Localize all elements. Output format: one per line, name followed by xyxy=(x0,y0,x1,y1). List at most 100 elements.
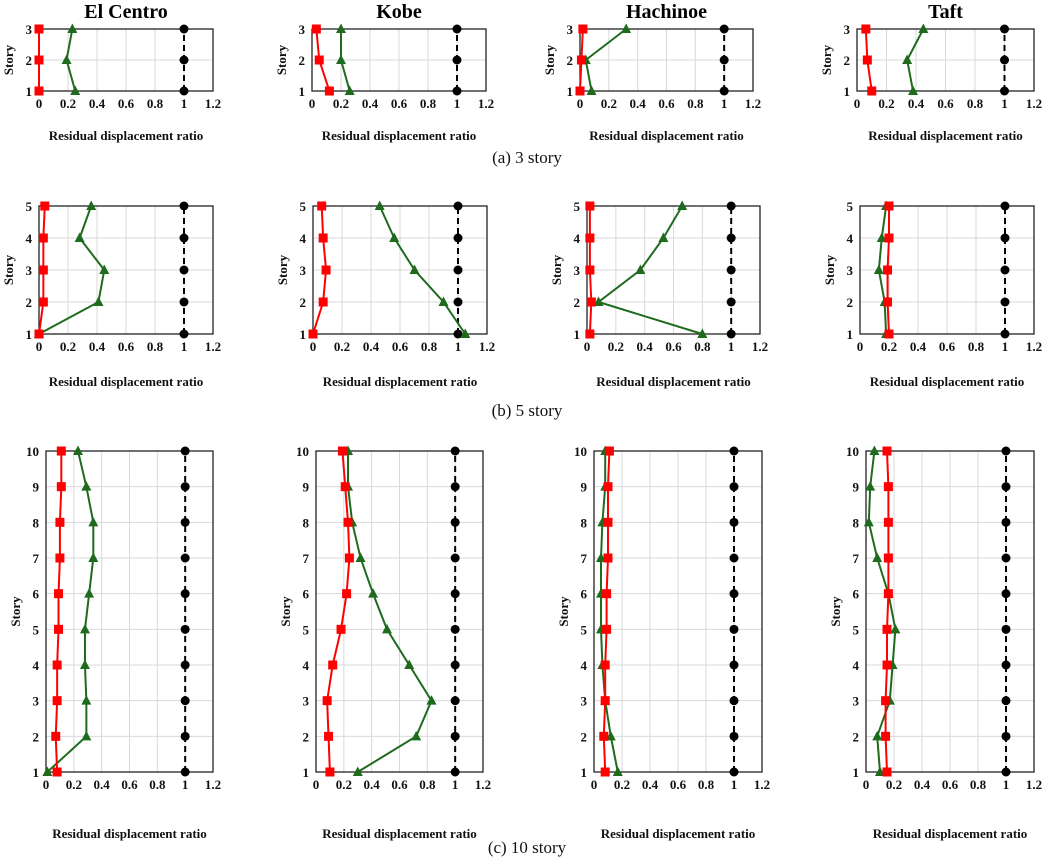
plot-frame xyxy=(856,28,1035,92)
x-tick-label: 0.6 xyxy=(121,777,138,792)
data-point-circle xyxy=(179,55,189,65)
x-tick-label: 0.4 xyxy=(630,96,647,111)
y-tick-label: 9 xyxy=(33,480,40,495)
y-tick-label: 3 xyxy=(26,22,33,37)
plot-frame xyxy=(859,205,1035,335)
series-line-square xyxy=(326,450,351,773)
data-point-circle xyxy=(450,624,460,634)
data-point-triangle xyxy=(86,200,97,210)
x-tick-label: 0 xyxy=(43,777,50,792)
y-tick-label: 3 xyxy=(26,263,33,278)
data-point-circle xyxy=(729,731,739,741)
data-point-square xyxy=(867,86,877,96)
x-tick-label: 0.4 xyxy=(364,777,381,792)
data-point-square xyxy=(34,86,44,96)
data-point-circle xyxy=(179,24,189,34)
y-tick-label: 5 xyxy=(853,622,860,637)
y-axis-label: Story xyxy=(828,596,843,627)
x-axis-label: Residual displacement ratio xyxy=(868,128,1023,143)
data-point-triangle xyxy=(586,85,597,95)
data-point-square xyxy=(883,517,893,527)
data-point-square xyxy=(54,624,64,634)
data-point-triangle xyxy=(368,588,379,598)
data-point-circle xyxy=(452,86,462,96)
data-point-triangle xyxy=(381,623,392,634)
data-point-triangle xyxy=(438,296,449,306)
y-tick-label: 6 xyxy=(303,587,310,602)
data-point-square xyxy=(600,696,610,706)
x-tick-label: 0 xyxy=(591,777,598,792)
y-tick-label: 10 xyxy=(296,444,309,459)
data-point-triangle xyxy=(74,232,85,242)
data-point-square xyxy=(55,517,65,527)
subplot-8: 0 0.2 0.4 0.6 0.8 1 1.2 1 2 3 4 5 6 7 8 9 10 Residual dis… xyxy=(8,444,221,841)
y-tick-label: 2 xyxy=(299,53,306,68)
y-axis-label: Story xyxy=(1,44,16,75)
y-tick-label: 6 xyxy=(581,587,588,602)
data-point-triangle xyxy=(872,730,883,741)
subplot-3: 0 0.2 0.4 0.6 0.8 1 1.2 1 2 3 Residual displacemen… xyxy=(819,1,1042,143)
data-point-circle xyxy=(719,24,729,34)
data-point-square xyxy=(602,624,612,634)
y-tick-label: 2 xyxy=(847,295,854,310)
x-tick-label: 0.4 xyxy=(89,339,106,354)
y-tick-label: 5 xyxy=(300,199,307,214)
data-point-triangle xyxy=(81,695,92,705)
data-point-square xyxy=(344,553,354,563)
data-point-triangle xyxy=(872,552,883,562)
data-point-square xyxy=(336,624,346,634)
data-point-square xyxy=(882,624,892,634)
x-axis-label: Residual displacement ratio xyxy=(870,374,1025,389)
data-point-square xyxy=(603,517,613,527)
x-tick-label: 1 xyxy=(182,777,189,792)
x-tick-label: 0.6 xyxy=(391,777,408,792)
x-tick-label: 0 xyxy=(36,96,43,111)
series-line-triangle xyxy=(867,450,897,773)
data-point-triangle xyxy=(70,85,81,95)
data-point-triangle xyxy=(84,588,95,598)
x-tick-label: 0.2 xyxy=(878,96,894,111)
x-tick-label: 1 xyxy=(181,96,188,111)
data-point-circle xyxy=(453,329,463,339)
x-tick-label: 0.2 xyxy=(333,96,349,111)
data-point-circle xyxy=(729,660,739,670)
data-point-square xyxy=(52,696,62,706)
y-tick-label: 7 xyxy=(303,551,310,566)
data-point-triangle xyxy=(890,623,901,634)
x-tick-label: 0.2 xyxy=(614,777,630,792)
x-tick-label: 0.8 xyxy=(149,777,166,792)
data-point-square xyxy=(884,329,894,339)
data-point-square xyxy=(883,265,893,275)
x-tick-label: 0 xyxy=(854,96,861,111)
plot-frame xyxy=(865,450,1035,773)
x-axis-label: Residual displacement ratio xyxy=(596,374,751,389)
data-point-circle xyxy=(1000,297,1010,307)
data-point-circle xyxy=(180,696,190,706)
x-tick-label: 1 xyxy=(455,339,462,354)
data-point-square xyxy=(337,446,347,456)
y-tick-label: 2 xyxy=(581,729,588,744)
x-axis-label: Residual displacement ratio xyxy=(323,374,478,389)
data-point-circle xyxy=(1000,86,1009,96)
data-point-square xyxy=(578,24,588,34)
subplot-4: 0 0.2 0.4 0.6 0.8 1 1.2 1 2 3 4 5 Residual displacem… xyxy=(1,199,221,389)
y-tick-label: 1 xyxy=(300,327,307,342)
data-point-triangle xyxy=(67,23,78,33)
series-line-triangle xyxy=(600,451,619,773)
x-tick-label: 0.8 xyxy=(147,339,164,354)
data-point-circle xyxy=(450,660,460,670)
data-point-circle xyxy=(179,329,189,339)
data-point-square xyxy=(604,446,614,456)
x-tick-label: 0 xyxy=(863,777,870,792)
data-point-square xyxy=(308,329,318,339)
y-tick-label: 5 xyxy=(574,199,581,214)
x-tick-label: 0.8 xyxy=(420,96,437,111)
data-point-triangle xyxy=(81,481,92,491)
data-point-square xyxy=(56,446,66,456)
data-point-circle xyxy=(450,696,460,706)
y-tick-label: 4 xyxy=(300,231,307,246)
series-line-triangle xyxy=(46,450,95,773)
x-tick-label: 1 xyxy=(452,777,459,792)
data-point-circle xyxy=(450,589,460,599)
y-tick-label: 1 xyxy=(844,84,851,99)
